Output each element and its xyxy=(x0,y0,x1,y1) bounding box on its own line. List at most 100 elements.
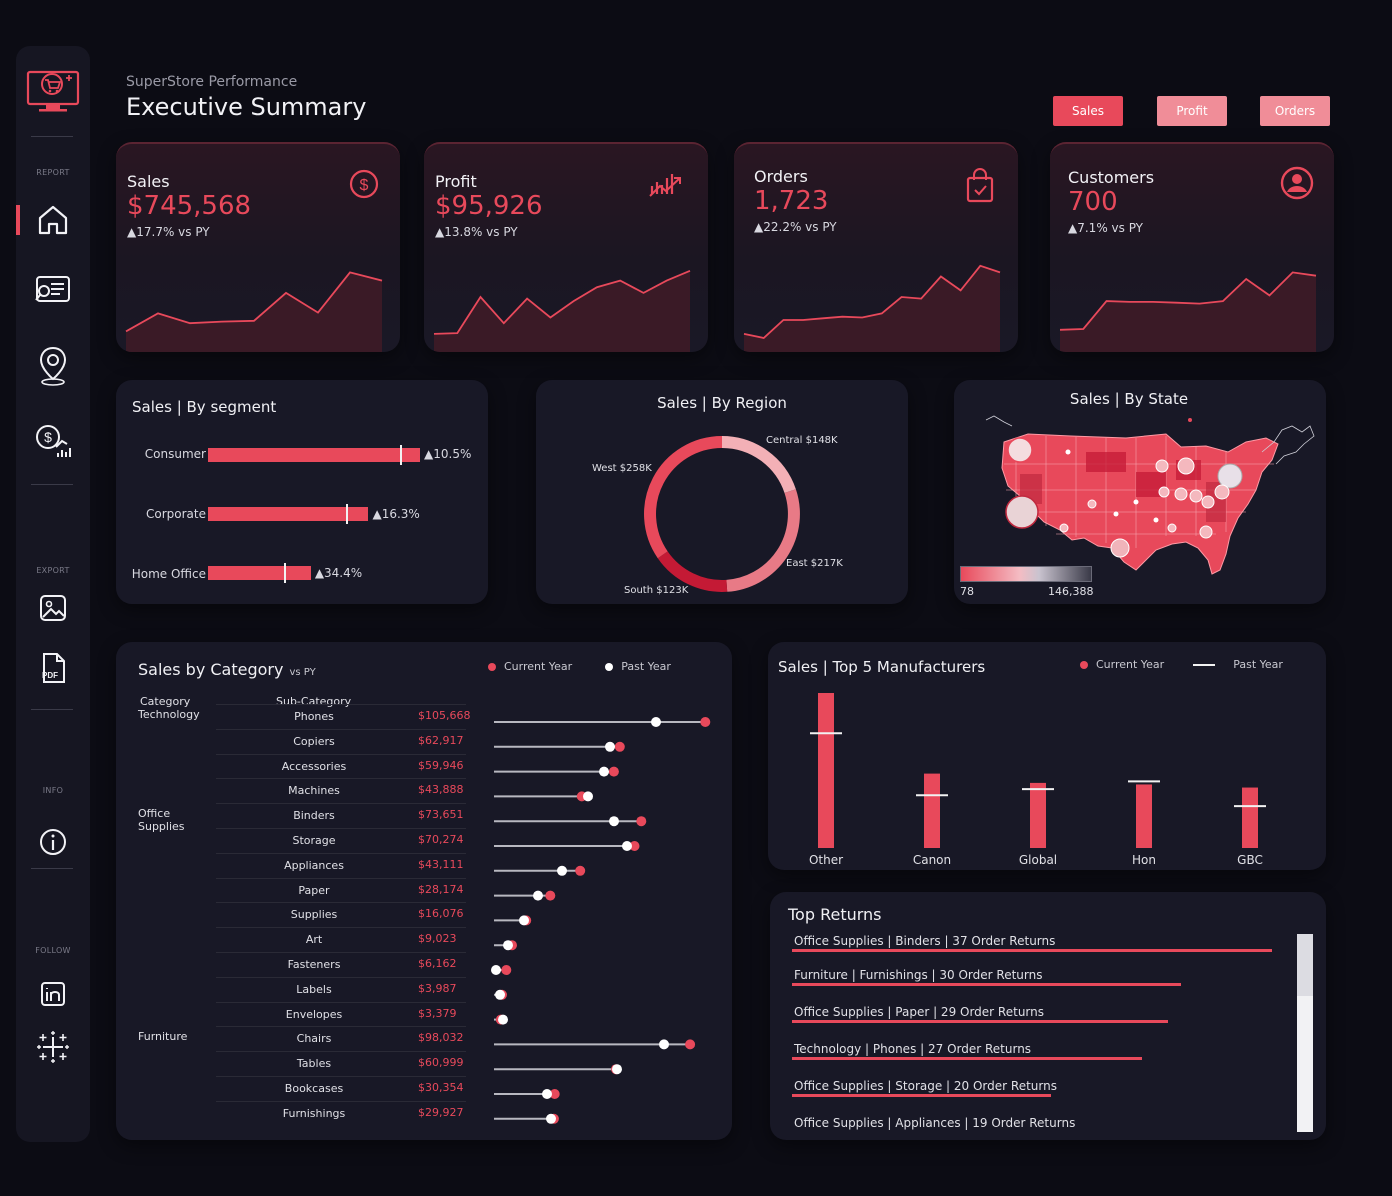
lollipop[interactable] xyxy=(494,1113,559,1124)
kpi-card-orders[interactable]: Orders 1,723 ▲22.2% vs PY xyxy=(734,142,1018,352)
past-year-dot[interactable] xyxy=(612,1064,622,1075)
return-item-label[interactable]: Furniture | Furnishings | 30 Order Retur… xyxy=(794,968,1043,982)
return-item-label[interactable]: Office Supplies | Paper | 29 Order Retur… xyxy=(794,1005,1045,1019)
current-year-dot[interactable] xyxy=(636,816,647,827)
svg-text:$: $ xyxy=(44,429,52,445)
current-year-dot[interactable] xyxy=(685,1039,696,1050)
us-state-map[interactable] xyxy=(976,412,1322,584)
donut-slice[interactable] xyxy=(721,436,796,494)
details-icon[interactable] xyxy=(16,272,90,310)
lollipop[interactable] xyxy=(494,1039,696,1050)
lollipop[interactable] xyxy=(494,915,532,926)
past-year-dot[interactable] xyxy=(503,940,513,951)
lollipop[interactable] xyxy=(494,1064,622,1075)
lollipop[interactable] xyxy=(494,791,593,802)
past-year-dot[interactable] xyxy=(609,816,619,827)
category-lollipop-chart[interactable] xyxy=(486,710,716,1130)
return-item-label[interactable]: Office Supplies | Appliances | 19 Order … xyxy=(794,1116,1076,1130)
past-year-dot[interactable] xyxy=(495,989,505,1000)
past-year-dot[interactable] xyxy=(498,1014,508,1025)
lollipop[interactable] xyxy=(494,717,711,727)
past-year-dot[interactable] xyxy=(557,865,567,876)
past-year-dot[interactable] xyxy=(491,965,501,975)
lollipop[interactable] xyxy=(494,841,640,851)
subcategory-value: $3,379 xyxy=(418,1006,457,1020)
current-year-dot[interactable] xyxy=(629,841,640,851)
sparkline-line xyxy=(743,264,1001,339)
current-year-dot[interactable] xyxy=(608,766,619,777)
tableau-icon[interactable] xyxy=(16,1028,90,1066)
past-year-dot[interactable] xyxy=(651,717,661,727)
state-color-legend xyxy=(960,566,1092,582)
lollipop[interactable] xyxy=(494,865,586,876)
kpi-card-customers[interactable]: Customers 700 ▲7.1% vs PY xyxy=(1050,142,1334,352)
shopping-bag-icon xyxy=(966,168,994,203)
segment-bar[interactable] xyxy=(208,448,420,462)
current-year-dot[interactable] xyxy=(700,717,711,727)
segment-bar[interactable] xyxy=(208,507,369,521)
lollipop[interactable] xyxy=(494,816,647,827)
lollipop[interactable] xyxy=(494,989,507,1000)
return-item-label[interactable]: Office Supplies | Storage | 20 Order Ret… xyxy=(794,1079,1057,1093)
sales-button[interactable]: Sales xyxy=(1053,96,1123,126)
region-donut[interactable] xyxy=(640,432,804,596)
past-year-dot[interactable] xyxy=(599,766,609,777)
current-year-dot[interactable] xyxy=(545,890,556,901)
past-year-dot[interactable] xyxy=(533,890,543,901)
category-name: Technology xyxy=(138,708,200,721)
manufacturer-bar[interactable] xyxy=(1242,787,1258,848)
pdf-icon[interactable]: PDF xyxy=(16,650,90,686)
location-pin-icon[interactable] xyxy=(16,344,90,388)
dollar-chart-icon[interactable]: $ xyxy=(16,419,90,461)
current-year-dot[interactable] xyxy=(614,741,625,752)
info-icon[interactable] xyxy=(16,826,90,858)
past-year-dot[interactable] xyxy=(659,1039,669,1050)
manufacturers-bar-chart[interactable] xyxy=(768,682,1326,850)
manufacturer-bar[interactable] xyxy=(1136,784,1152,848)
past-year-dot[interactable] xyxy=(546,1113,556,1124)
returns-scrollbar[interactable] xyxy=(1297,934,1313,1132)
scrollbar-thumb[interactable] xyxy=(1297,934,1313,996)
manufacturer-bar[interactable] xyxy=(1030,782,1046,848)
row-divider xyxy=(216,1026,466,1028)
orders-button[interactable]: Orders xyxy=(1260,96,1330,126)
kpi-title: Orders xyxy=(754,167,808,186)
segment-panel: Sales | By segment Consumer ▲10.5% Corpo… xyxy=(116,380,488,604)
current-year-dot[interactable] xyxy=(575,865,586,876)
lollipop[interactable] xyxy=(494,1089,560,1099)
subcategory-name: Tables xyxy=(296,1057,332,1071)
past-year-dot[interactable] xyxy=(605,741,615,752)
lollipop[interactable] xyxy=(494,741,625,752)
profit-button[interactable]: Profit xyxy=(1157,96,1227,126)
image-icon[interactable] xyxy=(16,592,90,624)
kpi-card-profit[interactable]: Profit $95,926 ▲13.8% vs PY xyxy=(424,142,708,352)
return-item-label[interactable]: Technology | Phones | 27 Order Returns xyxy=(794,1042,1032,1056)
lollipop[interactable] xyxy=(494,940,517,951)
lollipop[interactable] xyxy=(494,766,619,777)
linkedin-icon[interactable] xyxy=(16,978,90,1010)
subcategory-value: $73,651 xyxy=(418,808,464,822)
return-item-label[interactable]: Office Supplies | Binders | 37 Order Ret… xyxy=(794,934,1056,948)
donut-slice[interactable] xyxy=(726,489,800,592)
past-year-dot[interactable] xyxy=(519,915,529,926)
kpi-card-sales[interactable]: Sales $745,568 ▲17.7% vs PY $ xyxy=(116,142,400,352)
donut-slice[interactable] xyxy=(644,436,723,559)
manufacturer-bar[interactable] xyxy=(818,693,834,848)
current-year-dot[interactable] xyxy=(501,965,512,975)
row-divider xyxy=(216,1051,466,1053)
lollipop[interactable] xyxy=(494,890,556,901)
home-icon[interactable] xyxy=(16,201,90,239)
kpi-value: 700 xyxy=(1068,187,1118,217)
kpi-delta: ▲17.7% vs PY xyxy=(127,225,210,239)
manufacturer-bar[interactable] xyxy=(924,773,940,848)
past-year-dot[interactable] xyxy=(583,791,593,802)
shopping-cart-monitor-icon[interactable] xyxy=(16,66,90,116)
segment-bar[interactable] xyxy=(208,566,311,580)
donut-slice[interactable] xyxy=(657,551,728,592)
past-year-dot[interactable] xyxy=(622,841,632,851)
return-item-bar xyxy=(792,949,1272,952)
lollipop[interactable] xyxy=(491,965,512,975)
current-year-dot[interactable] xyxy=(549,1089,560,1099)
past-year-dot[interactable] xyxy=(542,1089,552,1099)
lollipop[interactable] xyxy=(494,1014,508,1025)
